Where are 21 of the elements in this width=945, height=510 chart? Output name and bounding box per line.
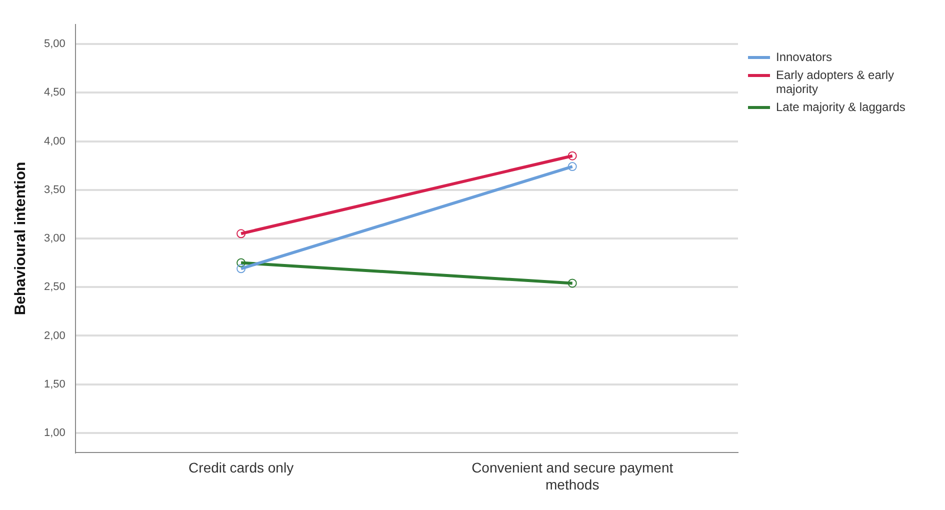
y-tick-label: 3,00 [44,232,66,245]
legend-label: Early adopters & early majority [776,68,896,96]
point [568,151,577,160]
y-tick-label: 4,50 [44,86,66,99]
y-tick-label: 1,50 [44,378,66,390]
point [568,162,577,172]
x-tick-label: Credit cards only [188,460,294,476]
y-tick-label: 2,00 [44,330,66,342]
legend-label: Late majority & laggards [776,100,906,114]
legend-label: Innovators [776,50,832,64]
point [236,264,246,274]
y-tick-label: 3,50 [44,184,66,196]
y-tick-label: 1,00 [44,426,66,439]
y-axis-title: Behavioural intention [12,162,30,316]
x-tick-label: Convenient and secure payment methods [472,460,674,492]
point [568,278,577,288]
y-tick-label: 4,00 [44,135,66,148]
y-tick-label: 5,00 [44,38,66,50]
point [236,258,246,268]
y-tick-label: 2,50 [44,281,66,294]
point [236,229,246,238]
